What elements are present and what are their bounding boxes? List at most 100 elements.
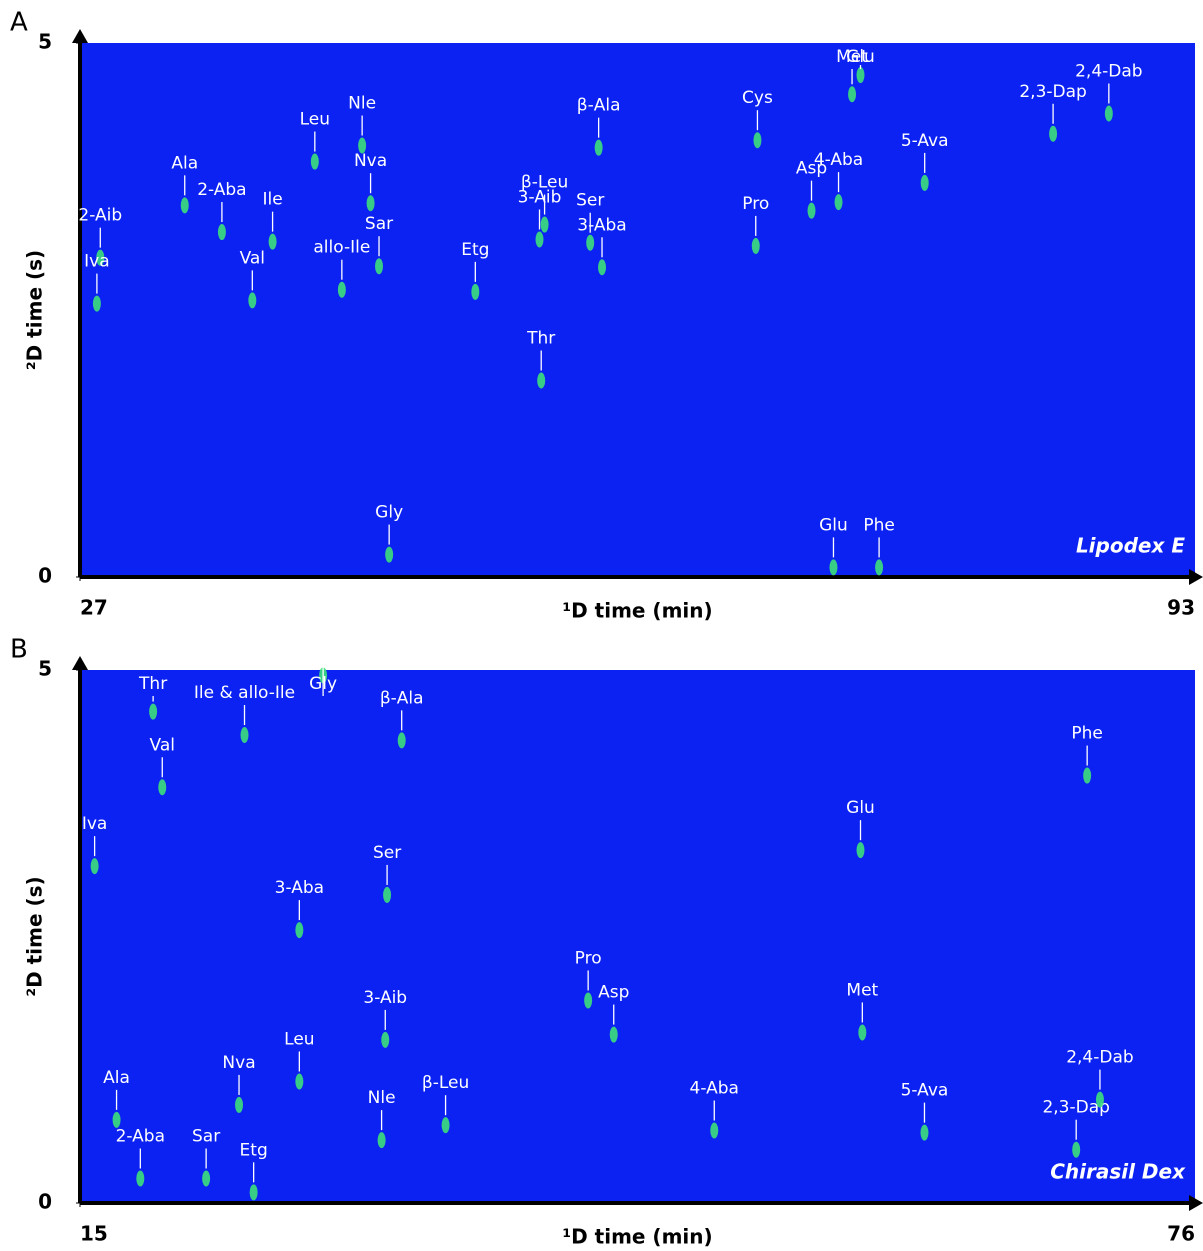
peak-label: 2,4-Dab xyxy=(1066,1048,1133,1068)
peak xyxy=(90,858,99,875)
peak xyxy=(295,922,304,939)
peak xyxy=(268,233,277,250)
peak xyxy=(537,372,546,389)
peak xyxy=(202,1170,211,1187)
peak-label: Ser xyxy=(576,191,604,211)
peak-label: 5-Ava xyxy=(901,1081,949,1101)
peak-label: 2,3-Dap xyxy=(1042,1098,1109,1118)
x-tick-label: 76 xyxy=(1167,1222,1195,1246)
peak-label: Etg xyxy=(461,240,489,260)
peak xyxy=(92,295,101,312)
y-arrow xyxy=(72,29,88,43)
column-label: Chirasil Dex xyxy=(1050,1160,1186,1184)
peak xyxy=(240,727,249,744)
peak-label: Met xyxy=(846,980,878,1000)
peak xyxy=(217,224,226,241)
peak xyxy=(856,67,865,84)
peak-label: 2-Aib xyxy=(78,206,122,226)
peak-label: Sar xyxy=(192,1126,220,1146)
y-axis-label: ²D time (s) xyxy=(23,876,47,996)
peak xyxy=(158,779,167,796)
peak xyxy=(807,202,816,219)
peak-label: Ile xyxy=(262,190,282,210)
peak-label: Gly xyxy=(309,674,337,694)
peak xyxy=(112,1111,121,1128)
peak xyxy=(834,194,843,211)
peak-label: Ser xyxy=(373,843,401,863)
y-tick-label: 0 xyxy=(38,564,52,588)
peak xyxy=(1072,1141,1081,1158)
peak-label: Cys xyxy=(742,88,773,108)
peak xyxy=(235,1096,244,1113)
peak-label: 4-Aba xyxy=(690,1079,739,1099)
peak-label: Met xyxy=(836,47,868,67)
peak xyxy=(180,197,189,214)
x-arrow xyxy=(1189,569,1203,585)
peak-label: Gly xyxy=(375,503,403,523)
x-tick-label: 15 xyxy=(80,1222,108,1246)
y-axis-label: ²D time (s) xyxy=(23,250,47,370)
peak xyxy=(751,237,760,254)
peak xyxy=(598,259,607,276)
peak-label: Iva xyxy=(82,814,108,834)
peak xyxy=(875,559,884,576)
peak-label: Iva xyxy=(84,252,110,272)
peak-label: Ala xyxy=(171,153,198,173)
peak xyxy=(375,258,384,275)
peak-label: Phe xyxy=(1071,724,1103,744)
peak xyxy=(710,1122,719,1139)
peak xyxy=(136,1170,145,1187)
peak-label: 2,3-Dap xyxy=(1019,82,1086,102)
peak-label: Thr xyxy=(526,328,555,348)
peak xyxy=(366,195,375,212)
peak-label: Nva xyxy=(354,151,387,171)
peak xyxy=(381,1031,390,1048)
peak xyxy=(249,1184,258,1201)
peak xyxy=(377,1132,386,1149)
peak-label: Sar xyxy=(365,214,393,234)
peak-label: Pro xyxy=(575,948,602,968)
y-tick-label: 0 xyxy=(38,1190,52,1214)
peak-label: 2,4-Dab xyxy=(1075,61,1142,81)
peak-label: Val xyxy=(240,248,265,268)
peak-label: Asp xyxy=(598,983,629,1003)
y-tick-label: 5 xyxy=(38,657,52,681)
peak xyxy=(858,1024,867,1041)
peak-label: Val xyxy=(150,735,175,755)
peak-label: Thr xyxy=(138,674,167,694)
peak-label: Nle xyxy=(348,94,376,114)
column-label: Lipodex E xyxy=(1076,534,1185,558)
peak xyxy=(385,546,394,563)
peak-label: Glu xyxy=(819,515,848,535)
peak xyxy=(248,292,257,309)
peak-label: allo-Ile xyxy=(313,238,370,258)
peak-label: 5-Ava xyxy=(901,131,949,151)
peak xyxy=(337,281,346,298)
x-tick-label: 93 xyxy=(1167,596,1195,620)
peak xyxy=(540,216,549,233)
peak xyxy=(1095,1091,1104,1108)
peak xyxy=(609,1026,618,1043)
peak-label: Ile & allo-Ile xyxy=(194,683,295,703)
peak xyxy=(535,231,544,248)
peak-label: Glu xyxy=(846,47,875,67)
peak-label: Leu xyxy=(300,110,330,130)
peak-label: 3-Aba xyxy=(275,878,324,898)
peak-label: Nva xyxy=(222,1053,255,1073)
peak-label: 3-Aba xyxy=(577,215,626,235)
peak-label: Ala xyxy=(103,1068,130,1088)
peak-label: Phe xyxy=(863,515,895,535)
peak-label: β-Ala xyxy=(380,688,424,708)
peak xyxy=(584,992,593,1009)
peak xyxy=(358,137,367,154)
peak-label: 3-Aib xyxy=(363,988,407,1008)
x-arrow xyxy=(1189,1195,1203,1211)
peak xyxy=(397,732,406,749)
peak-label: Pro xyxy=(742,194,769,214)
peak xyxy=(920,1124,929,1141)
peak-label: 2-Aba xyxy=(197,180,246,200)
y-arrow xyxy=(72,656,88,670)
peak xyxy=(383,886,392,903)
peak xyxy=(856,842,865,859)
